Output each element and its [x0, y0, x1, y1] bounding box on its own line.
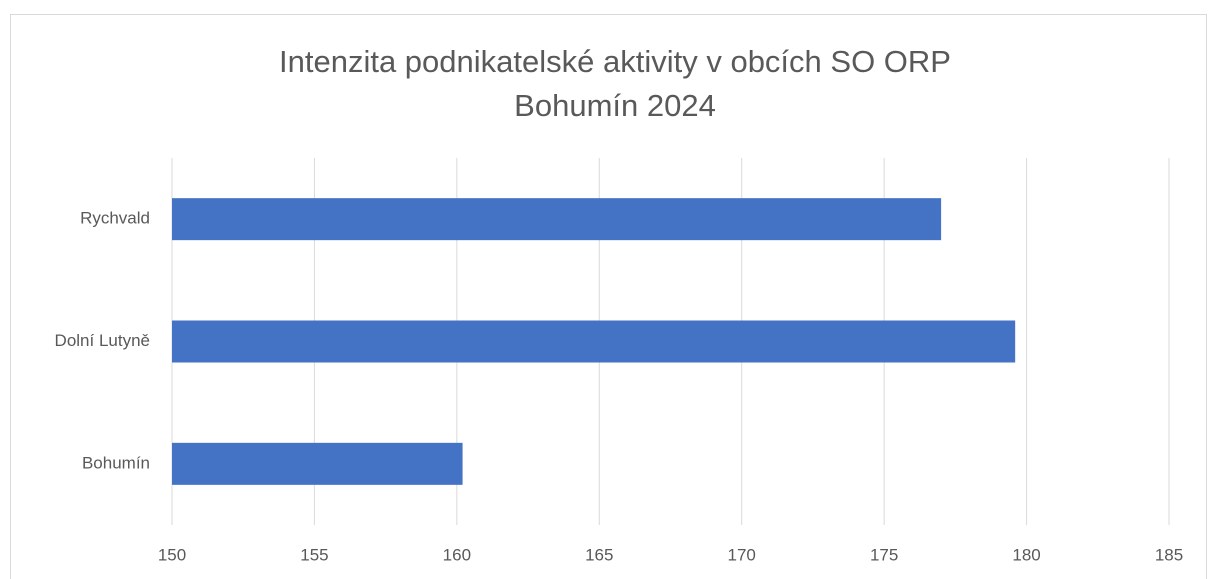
bar — [172, 198, 942, 241]
y-tick-label: Rychvald — [80, 209, 150, 228]
x-tick-label: 160 — [443, 545, 471, 564]
bar — [172, 320, 1016, 363]
x-tick-label: 185 — [1155, 545, 1183, 564]
chart-title: Intenzita podnikatelské aktivity v obcíc… — [279, 44, 951, 123]
y-tick-label: Bohumín — [82, 453, 150, 472]
x-tick-label: 165 — [585, 545, 613, 564]
x-tick-label: 155 — [300, 545, 328, 564]
x-tick-label: 170 — [728, 545, 756, 564]
x-tick-label: 175 — [870, 545, 898, 564]
bar — [172, 442, 463, 485]
chart-border — [10, 14, 1207, 579]
y-tick-label: Dolní Lutyně — [55, 331, 150, 350]
x-tick-label: 180 — [1012, 545, 1040, 564]
x-tick-label: 150 — [158, 545, 186, 564]
